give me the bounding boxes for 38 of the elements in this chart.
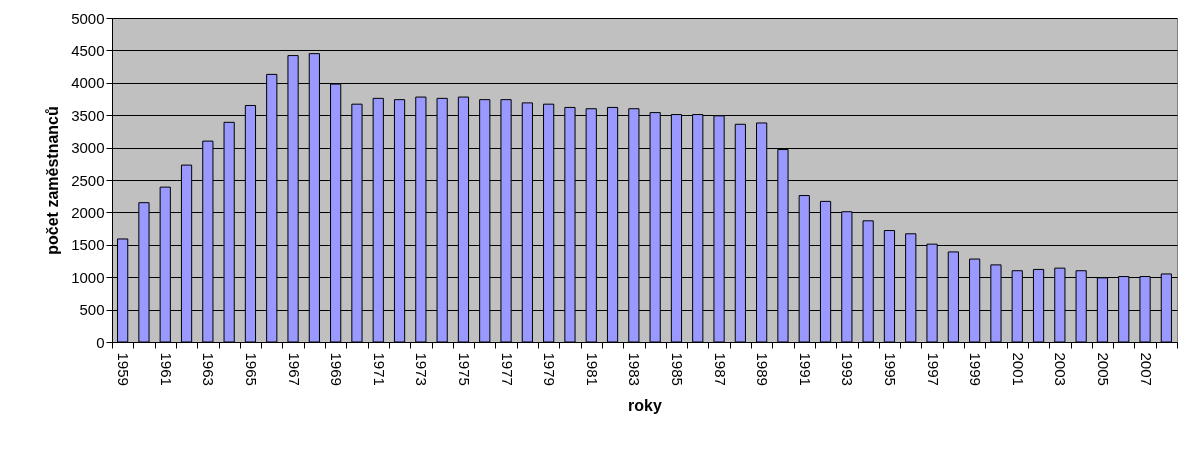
- x-tick-label: 2003: [1052, 352, 1070, 386]
- x-tick-label: 1993: [839, 352, 857, 386]
- y-tick-label: 2000: [71, 203, 105, 221]
- x-tick-label: 2007: [1137, 352, 1155, 386]
- x-tick-label: 1963: [200, 352, 218, 386]
- x-tick-label: 1971: [370, 352, 388, 386]
- y-tick-label: 4500: [71, 41, 105, 59]
- x-tick-label: 1985: [668, 352, 686, 386]
- y-axis-title: počet zaměstnanců: [44, 106, 62, 255]
- x-tick-label: 1995: [881, 352, 899, 386]
- x-tick-label: 1979: [541, 352, 559, 386]
- x-tick-label: 1977: [498, 352, 516, 386]
- x-tick-label: 1997: [924, 352, 942, 386]
- x-tick-label: 1981: [583, 352, 601, 386]
- y-tick-label: 4000: [71, 74, 105, 92]
- x-axis-title: roky: [628, 396, 662, 414]
- x-tick-label: 1959: [115, 352, 133, 386]
- y-tick-label: 1500: [71, 236, 105, 254]
- y-tick-label: 500: [79, 301, 105, 319]
- x-tick-label: 1969: [328, 352, 346, 386]
- y-tick-label: 0: [96, 333, 105, 351]
- x-tick-label: 1987: [711, 352, 729, 386]
- x-tick-label: 1965: [242, 352, 260, 386]
- y-tick-label: 1000: [71, 268, 105, 286]
- x-tick-label: 1999: [967, 352, 985, 386]
- x-tick-label: 1989: [754, 352, 772, 386]
- y-tick-label: 5000: [71, 9, 105, 27]
- x-tick-label: 1991: [796, 352, 814, 386]
- y-tick-label: 2500: [71, 171, 105, 189]
- x-tick-label: 1983: [626, 352, 644, 386]
- x-tick-label: 1973: [413, 352, 431, 386]
- x-tick-label: 1975: [455, 352, 473, 386]
- x-tick-label: 2001: [1009, 352, 1027, 386]
- x-tick-label: 2005: [1094, 352, 1112, 386]
- x-tick-label: 1961: [157, 352, 175, 386]
- y-tick-label: 3500: [71, 106, 105, 124]
- x-tick-label: 1967: [285, 352, 303, 386]
- y-tick-label: 3000: [71, 139, 105, 157]
